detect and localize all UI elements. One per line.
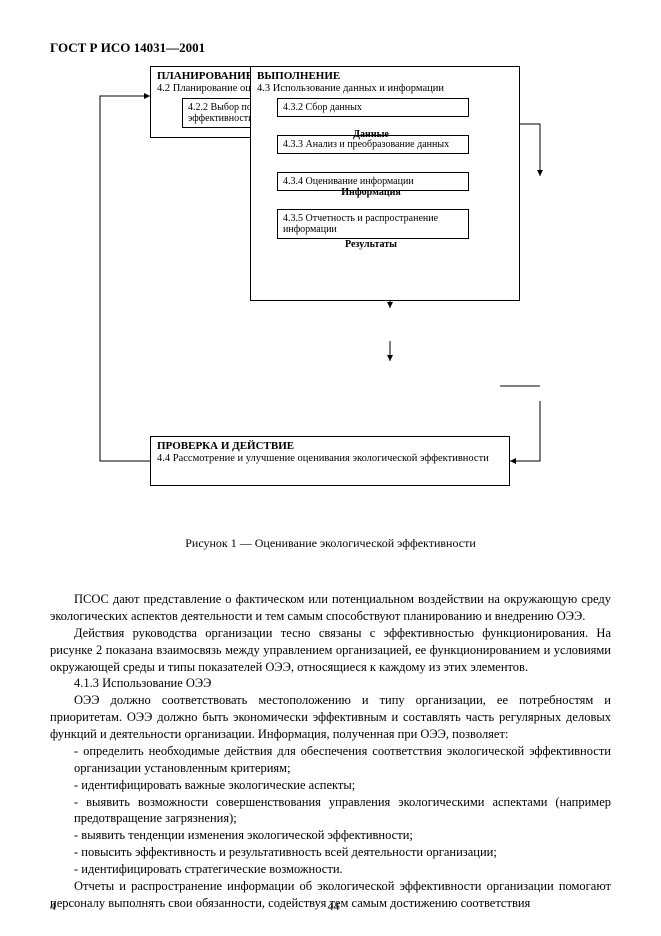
list-item: повысить эффективность и результативност… — [74, 844, 611, 861]
page-footer: 4 44 — [50, 899, 611, 914]
body-text: ПСОС дают представление о фактическом ил… — [50, 591, 611, 912]
document-header: ГОСТ Р ИСО 14031—2001 — [50, 40, 611, 56]
list-item: выявить возможности совершенствования уп… — [74, 794, 611, 828]
page-number-center: 44 — [50, 899, 611, 914]
list-item: выявить тенденции изменения экологическо… — [74, 827, 611, 844]
do-step4: 4.3.5 Отчетность и распространение инфор… — [277, 209, 469, 239]
do-subtitle: 4.3 Использование данных и информации — [257, 83, 513, 94]
check-title: ПРОВЕРКА И ДЕЙСТВИЕ — [157, 440, 503, 452]
do-box: ВЫПОЛНЕНИЕ 4.3 Использование данных и ин… — [250, 66, 520, 301]
list-item: определить необходимые действия для обес… — [74, 743, 611, 777]
list-item: идентифицировать важные экологические ас… — [74, 777, 611, 794]
figure-caption: Рисунок 1 — Оценивание экологической эфф… — [50, 536, 611, 551]
do-label3: Результаты — [311, 239, 431, 250]
paragraph: Действия руководства организации тесно с… — [50, 625, 611, 676]
page: ГОСТ Р ИСО 14031—2001 ПЛАНИРОВАНИЕ — [0, 0, 661, 936]
bullet-list: определить необходимые действия для обес… — [50, 743, 611, 878]
do-step1: 4.3.2 Сбор данных — [277, 98, 469, 117]
paragraph: ПСОС дают представление о фактическом ил… — [50, 591, 611, 625]
do-label2: Информация — [311, 187, 431, 198]
list-item: идентифицировать стратегические возможно… — [74, 861, 611, 878]
do-label1: Данные — [311, 129, 431, 140]
page-number-left: 4 — [50, 899, 56, 914]
do-title: ВЫПОЛНЕНИЕ — [257, 70, 513, 82]
check-subtitle: 4.4 Рассмотрение и улучшение оценивания … — [157, 453, 503, 464]
check-box: ПРОВЕРКА И ДЕЙСТВИЕ 4.4 Рассмотрение и у… — [150, 436, 510, 486]
paragraph: ОЭЭ должно соответствовать местоположени… — [50, 692, 611, 743]
flow-diagram: ПЛАНИРОВАНИЕ 4.2 Планирование оценивания… — [70, 66, 590, 516]
section-heading: 4.1.3 Использование ОЭЭ — [50, 675, 611, 692]
